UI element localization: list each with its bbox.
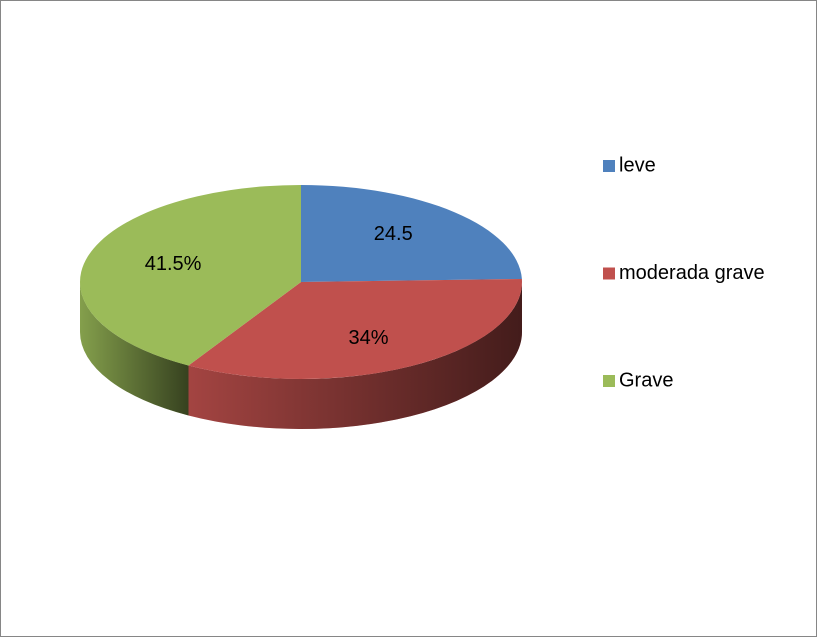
data-label: 24.5 bbox=[374, 223, 413, 245]
legend-label: leve bbox=[619, 154, 656, 176]
legend-swatch bbox=[603, 375, 615, 387]
pie-slice bbox=[80, 185, 301, 366]
pie-side-shade bbox=[80, 282, 189, 416]
pie-side-shade bbox=[188, 282, 523, 429]
pie-slice bbox=[301, 184, 522, 282]
data-label: 41.5% bbox=[145, 253, 202, 275]
legend-swatch bbox=[603, 160, 615, 172]
data-label: 34% bbox=[348, 327, 388, 349]
legend-label: Grave bbox=[619, 369, 673, 391]
legend-swatch bbox=[603, 267, 615, 280]
legend-label: moderada grave bbox=[619, 262, 765, 284]
pie-slice bbox=[188, 278, 523, 379]
